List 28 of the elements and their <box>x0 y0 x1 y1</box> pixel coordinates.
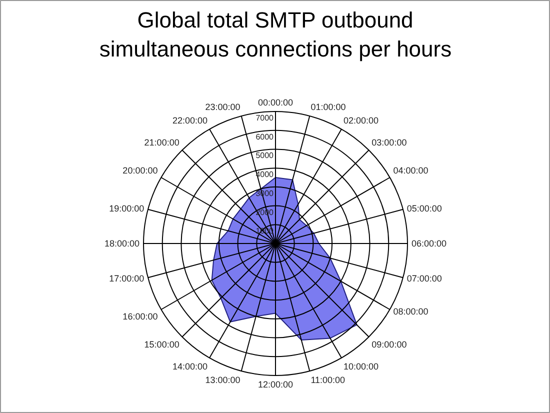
spoke-label: 09:00:00 <box>372 340 407 350</box>
spoke-label: 05:00:00 <box>406 203 442 214</box>
spoke-label: 19:00:00 <box>109 203 144 214</box>
spoke-label: 18:00:00 <box>104 238 140 248</box>
spoke-label: 14:00:00 <box>172 361 208 372</box>
spoke-label: 04:00:00 <box>393 166 428 176</box>
spoke-label: 02:00:00 <box>344 116 379 126</box>
spoke-label: 08:00:00 <box>393 306 428 316</box>
spoke-label: 10:00:00 <box>344 361 379 372</box>
spoke-label: 13:00:00 <box>205 374 240 385</box>
spoke-label: 15:00:00 <box>144 340 180 350</box>
spoke-label: 11:00:00 <box>310 374 346 385</box>
spoke-label: 06:00:00 <box>412 238 447 248</box>
spoke-label: 17:00:00 <box>109 274 144 284</box>
spoke-label: 23:00:00 <box>205 102 240 112</box>
spoke-label: 16:00:00 <box>122 312 158 322</box>
y-tick-label: 5000 <box>256 151 274 160</box>
spoke-label: 03:00:00 <box>372 137 407 148</box>
spoke-label: 21:00:00 <box>144 137 180 148</box>
spoke-label: 22:00:00 <box>172 116 208 126</box>
spoke-label: 01:00:00 <box>310 102 346 112</box>
spoke-label: 20:00:00 <box>122 166 158 176</box>
y-tick-label: 6000 <box>256 132 274 142</box>
chart-title: Global total SMTP outbound simultaneous connections per hours <box>99 8 452 62</box>
spoke-label: 07:00:00 <box>406 274 442 284</box>
y-tick-label: 7000 <box>256 114 274 122</box>
spoke-label: 12:00:00 <box>258 380 294 390</box>
spoke-label: 00:00:00 <box>258 98 294 108</box>
